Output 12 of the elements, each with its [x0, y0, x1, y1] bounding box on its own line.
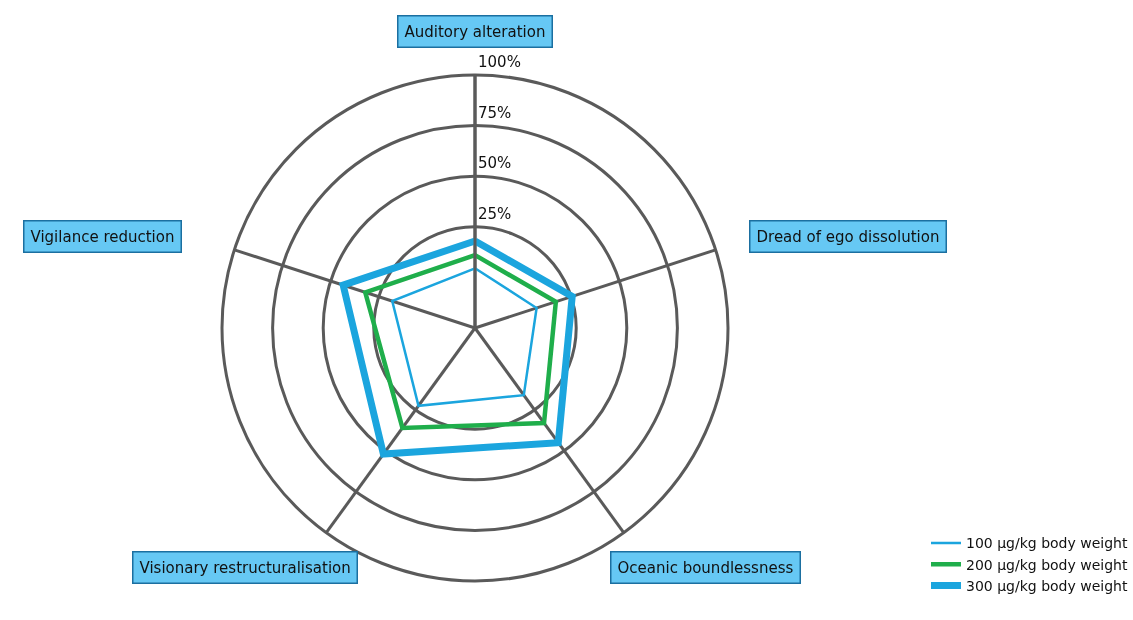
y-tick-label: 25% — [478, 205, 512, 223]
spoke-label: Oceanic boundlessness — [617, 558, 794, 577]
legend-label: 300 µg/kg body weight — [966, 577, 1128, 594]
legend-label: 200 µg/kg body weight — [966, 556, 1128, 573]
spoke-label: Visionary restructuralisation — [139, 558, 351, 577]
y-tick-label: 75% — [478, 104, 512, 122]
spoke-label: Dread of ego dissolution — [756, 227, 940, 246]
y-tick-label: 50% — [478, 154, 512, 172]
legend-label: 100 µg/kg body weight — [966, 535, 1128, 552]
spoke-label: Auditory alteration — [404, 22, 546, 41]
y-tick-label: 100% — [478, 53, 521, 71]
spoke-label: Vigilance reduction — [30, 227, 175, 246]
